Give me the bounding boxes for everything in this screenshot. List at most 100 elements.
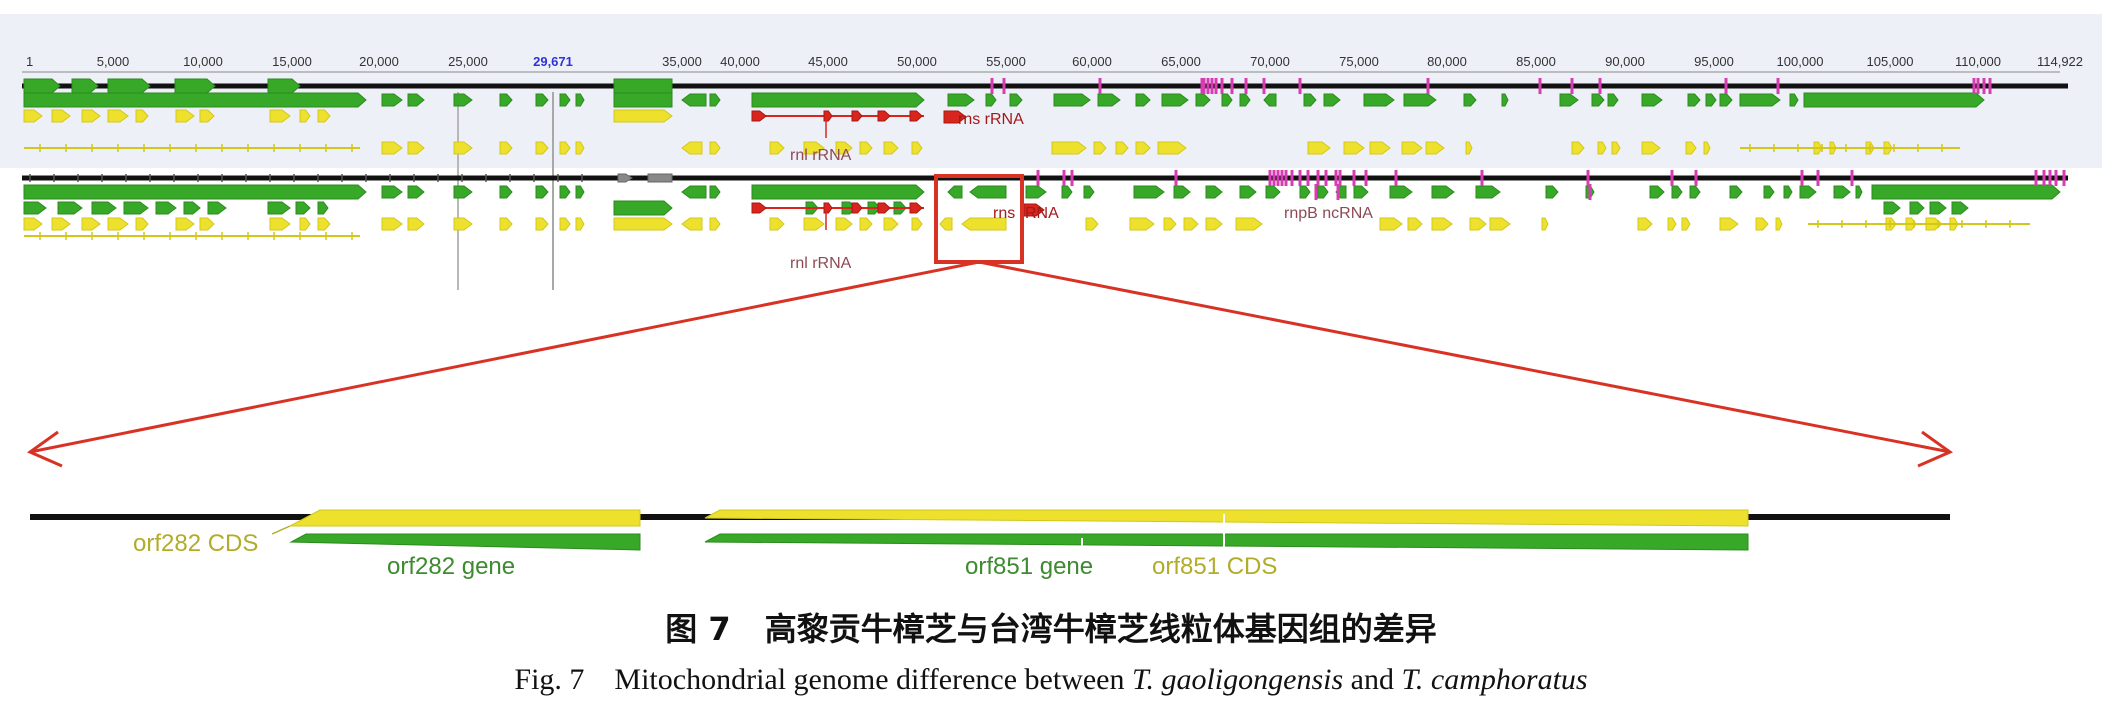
ruler-tick-label: 20,000: [359, 54, 399, 69]
gene-feature: [207, 201, 227, 215]
caption-english: Fig. 7 Mitochondrial genome difference be…: [0, 663, 2102, 697]
track2-rns-label: rns rRNA: [993, 205, 1059, 222]
gene-feature: [1299, 185, 1311, 199]
cds-feature: [269, 217, 291, 231]
ruler-tick-label: 55,000: [986, 54, 1026, 69]
gene-feature: [535, 93, 549, 107]
gene-feature: [575, 93, 585, 107]
cds-feature: [107, 217, 129, 231]
cds-feature: [1379, 217, 1403, 231]
gene-feature: [535, 185, 549, 199]
cds-feature: [1489, 217, 1511, 231]
repeat-marker: [1800, 170, 1804, 186]
gene-feature: [613, 78, 673, 94]
gene-feature: [1263, 93, 1277, 107]
cds-feature: [1205, 217, 1223, 231]
repeat-marker: [1200, 78, 1204, 94]
repeat-marker: [1972, 78, 1976, 94]
cds-feature: [835, 141, 853, 155]
ruler-tick-label: 29,671: [533, 54, 573, 69]
gene-feature: [1833, 185, 1851, 199]
gene-feature: [499, 93, 513, 107]
repeat-marker: [2034, 170, 2038, 186]
gene-feature: [613, 92, 673, 108]
caption-text-en: Mitochondrial genome difference between: [614, 663, 1132, 696]
gene-feature: [751, 92, 925, 108]
cds-feature: [883, 141, 899, 155]
cds-feature: [1571, 141, 1585, 155]
gene-feature: [751, 184, 925, 200]
repeat-marker: [1284, 170, 1288, 186]
cds-feature: [559, 141, 571, 155]
cds-feature: [939, 217, 953, 231]
gene-feature: [1239, 185, 1257, 199]
cds-feature: [681, 141, 703, 155]
gene-feature: [71, 78, 99, 94]
cds-feature: [1667, 217, 1677, 231]
repeat-marker: [990, 78, 994, 94]
cds-feature: [1637, 217, 1653, 231]
gene-feature: [1353, 185, 1369, 199]
ruler-tick-label: 85,000: [1516, 54, 1556, 69]
gene-feature: [1799, 185, 1817, 199]
cds-feature: [613, 109, 673, 123]
repeat-marker: [1850, 170, 1854, 186]
repeat-marker: [1982, 78, 1986, 94]
cds-feature: [681, 217, 703, 231]
cds-feature: [107, 109, 129, 123]
gene-feature: [407, 93, 425, 107]
gene-feature: [1705, 93, 1717, 107]
cds-feature: [1129, 217, 1155, 231]
gene-feature: [1729, 185, 1743, 199]
cds-feature: [613, 217, 673, 231]
figure-label-en: Fig. 7: [514, 663, 585, 696]
repeat-marker: [1244, 78, 1248, 94]
gene-feature: [681, 93, 707, 107]
ruler-tick-label: 50,000: [897, 54, 937, 69]
track2-rnpb-label: rnpB ncRNA: [1284, 205, 1373, 222]
cds-feature: [499, 141, 513, 155]
repeat-marker: [1324, 170, 1328, 186]
repeat-marker: [1364, 170, 1368, 186]
gene-feature: [681, 185, 707, 199]
cds-feature: [135, 109, 149, 123]
cds-feature: [135, 217, 149, 231]
cds-feature: [407, 217, 425, 231]
cds-feature: [1469, 217, 1487, 231]
cds-feature: [407, 141, 425, 155]
repeat-marker: [1426, 78, 1430, 94]
cds-feature: [535, 217, 549, 231]
gene-feature: [709, 93, 721, 107]
gene-feature: [23, 92, 367, 108]
ruler-tick-label: 95,000: [1694, 54, 1734, 69]
gene-feature: [1671, 185, 1683, 199]
repeat-marker: [1316, 170, 1320, 186]
repeat-marker: [1334, 170, 1338, 186]
repeat-marker: [1352, 170, 1356, 186]
repeat-marker: [1776, 78, 1780, 94]
cds-feature: [81, 217, 101, 231]
repeat-marker: [1202, 78, 1206, 94]
orf282-cds-label: orf282 CDS: [133, 530, 258, 557]
cds-feature: [381, 141, 403, 155]
orf282-gene-label: orf282 gene: [387, 553, 515, 580]
cds-feature: [499, 217, 513, 231]
cds-feature: [299, 109, 311, 123]
repeat-marker: [2062, 170, 2066, 186]
gene-feature: [1303, 93, 1317, 107]
gene-feature: [1591, 93, 1605, 107]
cds-feature: [769, 217, 785, 231]
caption-and: and: [1343, 663, 1402, 696]
repeat-marker: [1220, 78, 1224, 94]
repeat-marker: [1210, 78, 1214, 94]
repeat-marker: [1062, 170, 1066, 186]
genome-comparison-figure: 1 5,000 10,000 15,000 20,000 25,000 29,671 35,0…: [0, 14, 2102, 580]
cds-feature: [803, 141, 825, 155]
cds-feature: [1135, 141, 1151, 155]
gene-feature: [613, 200, 673, 216]
gene-feature: [1389, 185, 1413, 199]
gene-feature: [1161, 93, 1189, 107]
repeat-marker: [2054, 170, 2058, 186]
cds-feature: [317, 217, 331, 231]
gene-feature: [1783, 185, 1793, 199]
